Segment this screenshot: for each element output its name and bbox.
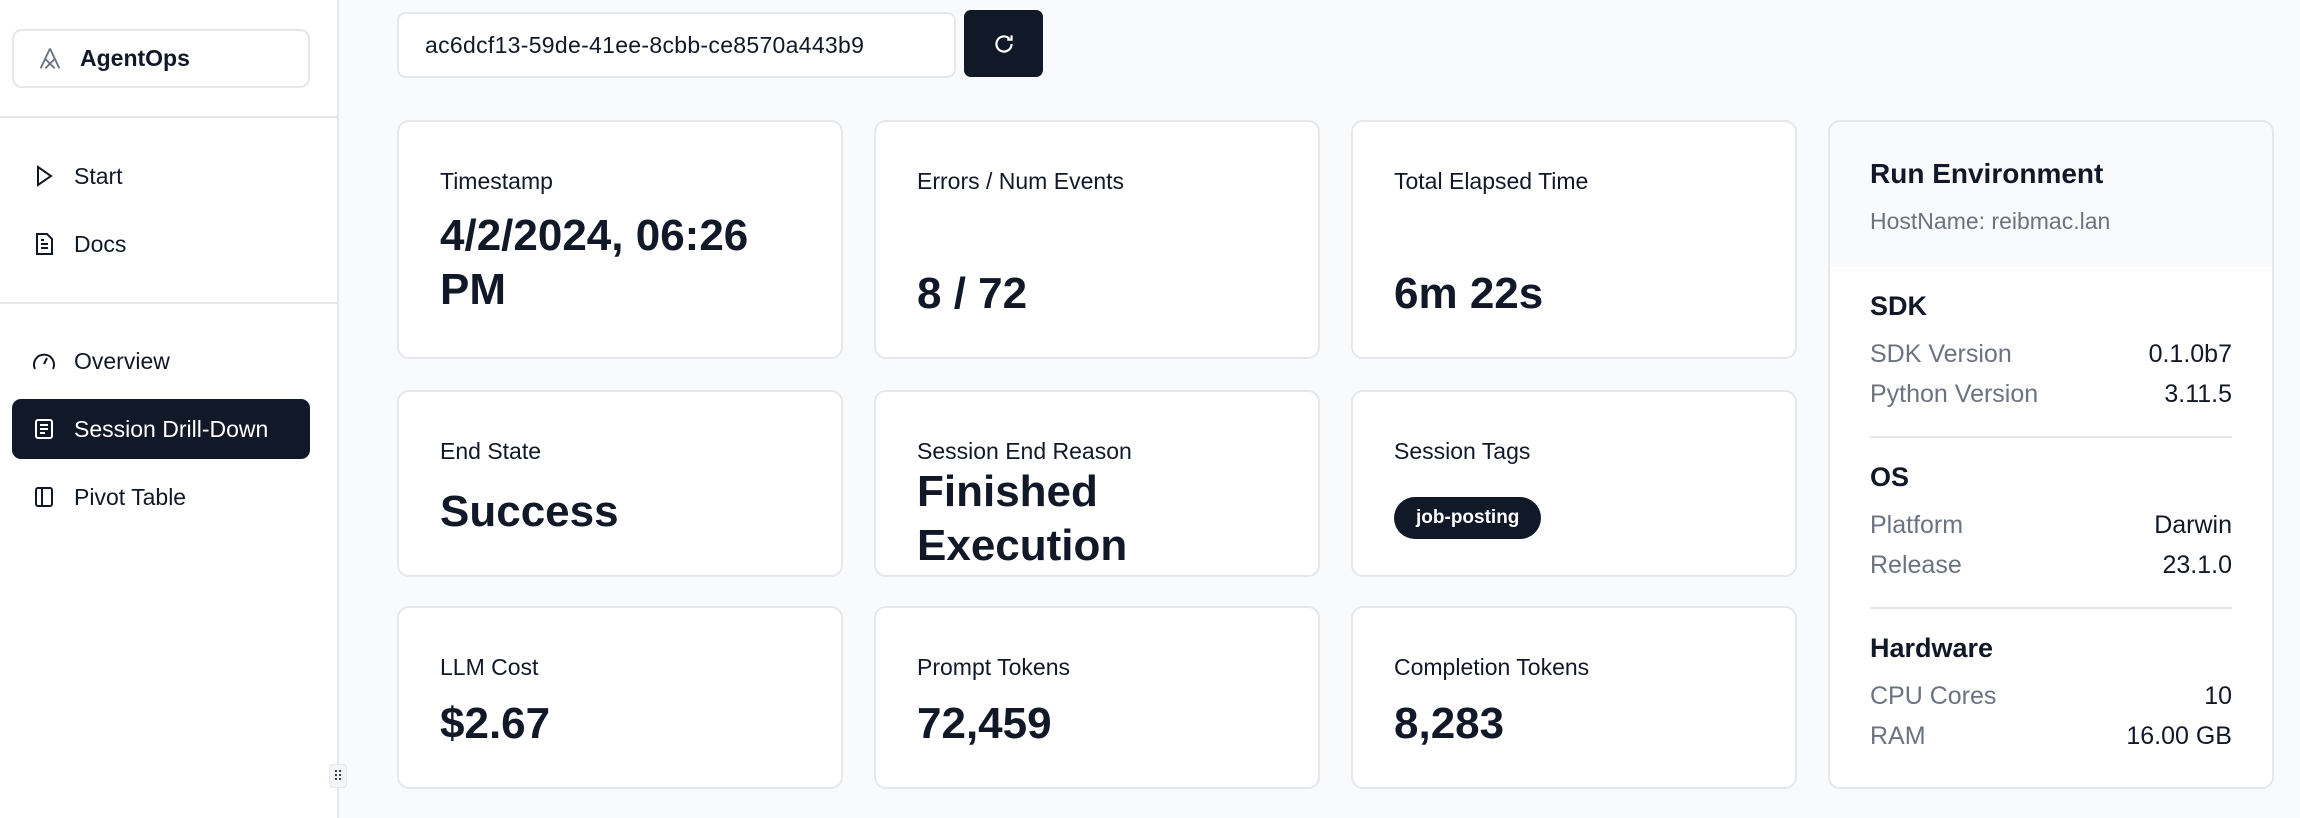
sidebar-item-overview[interactable]: Overview [12, 331, 310, 391]
refresh-button[interactable] [964, 10, 1043, 77]
play-icon [37, 165, 53, 187]
sidebar-item-docs[interactable]: Docs [12, 214, 310, 274]
env-value: 3.11.5 [2164, 380, 2232, 408]
sidebar-divider [0, 116, 337, 118]
card-label: End State [440, 438, 542, 464]
sidebar-item-pivot-table[interactable]: Pivot Table [12, 467, 310, 527]
card-errors: Errors / Num Events 8 / 72 [874, 120, 1320, 359]
card-elapsed-time: Total Elapsed Time 6m 22s [1351, 120, 1797, 359]
env-row: CPU Cores 10 [1870, 676, 2232, 716]
env-key: Platform [1870, 511, 1964, 539]
sidebar-item-label: Session Drill-Down [74, 415, 269, 442]
env-value: 16.00 GB [2126, 722, 2232, 750]
agentops-logo-icon [39, 47, 61, 69]
env-key: RAM [1870, 722, 1926, 750]
section-title: OS [1870, 462, 1910, 492]
list-icon [35, 419, 53, 439]
sidebar-item-start[interactable]: Start [12, 146, 310, 206]
card-prompt-tokens: Prompt Tokens 72,459 [874, 606, 1320, 789]
sidebar-resize-handle[interactable]: ⠿ [329, 764, 347, 788]
card-value: Finished Execution [917, 467, 1128, 570]
run-environment-panel: Run Environment HostName: reibmac.lan SD… [1828, 120, 2274, 789]
document-icon [36, 233, 53, 255]
env-key: Python Version [1870, 380, 2039, 408]
env-value: Darwin [2154, 511, 2232, 539]
gauge-icon [33, 353, 55, 370]
card-completion-tokens: Completion Tokens 8,283 [1351, 606, 1797, 789]
card-value: Success [440, 487, 619, 536]
card-value: 72,459 [917, 699, 1052, 748]
env-section-sdk: SDK SDK Version 0.1.0b7 Python Version 3.1… [1870, 267, 2232, 438]
card-llm-cost: LLM Cost $2.67 [397, 606, 843, 789]
env-title: Run Environment [1870, 158, 2104, 189]
env-section-os: OS Platform Darwin Release 23.1.0 [1870, 438, 2232, 609]
env-value: 23.1.0 [2162, 551, 2232, 579]
sidebar-item-label: Docs [74, 230, 127, 257]
card-label: Prompt Tokens [917, 654, 1070, 680]
card-value: 8,283 [1394, 699, 1505, 748]
brand-name: AgentOps [80, 45, 190, 71]
env-row: Python Version 3.11.5 [1870, 374, 2232, 414]
env-row: SDK Version 0.1.0b7 [1870, 334, 2232, 374]
env-hostname: HostName: reibmac.lan [1870, 208, 2111, 234]
session-id-input[interactable]: ac6dcf13-59de-41ee-8cbb-ce8570a443b9 [397, 12, 956, 78]
sidebar-item-session-drill-down[interactable]: Session Drill-Down [12, 399, 310, 459]
sidebar: AgentOps Start Docs Overview Session Dri… [0, 0, 339, 818]
env-value: 10 [2204, 682, 2232, 710]
refresh-icon [994, 34, 1013, 53]
card-session-tags: Session Tags job-posting [1351, 390, 1797, 577]
card-label: Session End Reason [917, 438, 1132, 464]
card-label: LLM Cost [440, 654, 539, 680]
env-section-hardware: Hardware CPU Cores 10 RAM 16.00 GB [1870, 609, 2232, 778]
brand-logo[interactable]: AgentOps [12, 29, 310, 88]
env-key: CPU Cores [1870, 682, 1997, 710]
env-row: Platform Darwin [1870, 505, 2232, 545]
card-timestamp: Timestamp 4/2/2024, 06:26 PM [397, 120, 843, 359]
tag-badge[interactable]: job-posting [1394, 497, 1542, 539]
columns-icon [35, 487, 53, 507]
sidebar-item-label: Start [74, 162, 123, 189]
card-value: 6m 22s [1394, 269, 1544, 318]
card-label: Session Tags [1394, 438, 1531, 464]
sidebar-item-label: Overview [74, 347, 170, 374]
env-header: Run Environment HostName: reibmac.lan [1830, 122, 2272, 267]
card-end-reason: Session End Reason Finished Execution [874, 390, 1320, 577]
env-value: 0.1.0b7 [2148, 340, 2232, 368]
env-row: Release 23.1.0 [1870, 545, 2232, 585]
section-title: SDK [1870, 291, 1928, 321]
card-value: 8 / 72 [917, 269, 1028, 318]
card-end-state: End State Success [397, 390, 843, 577]
env-key: SDK Version [1870, 340, 2012, 368]
card-label: Total Elapsed Time [1394, 168, 1589, 194]
card-value: $2.67 [440, 699, 551, 748]
card-label: Timestamp [440, 168, 553, 194]
card-value: 4/2/2024, 06:26 PM [440, 211, 749, 314]
card-label: Completion Tokens [1394, 654, 1590, 680]
sidebar-divider [0, 302, 337, 304]
card-label: Errors / Num Events [917, 168, 1125, 194]
env-key: Release [1870, 551, 1962, 579]
section-title: Hardware [1870, 633, 1994, 663]
env-row: RAM 16.00 GB [1870, 716, 2232, 756]
sidebar-item-label: Pivot Table [74, 483, 187, 510]
